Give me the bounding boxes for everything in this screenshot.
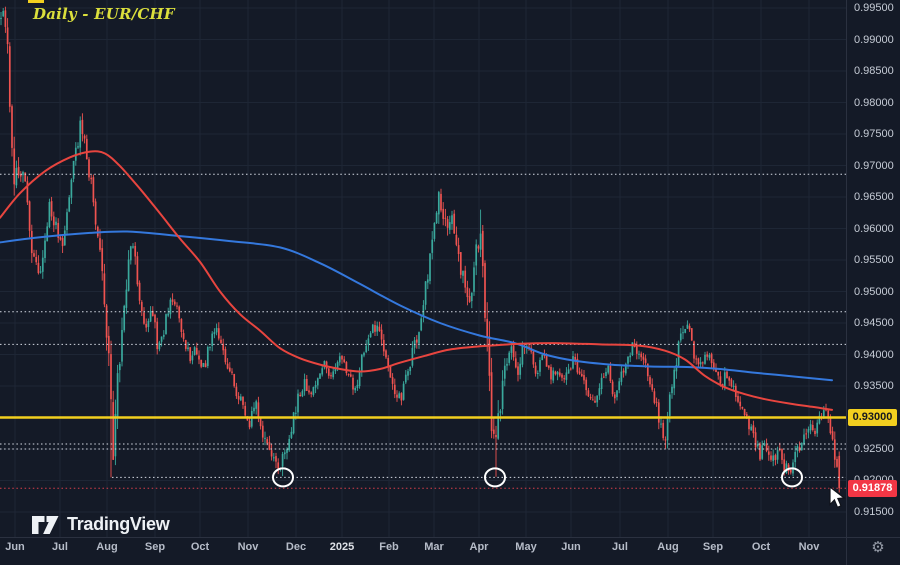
price-axis-label: 0.93500 (854, 380, 894, 392)
mouse-cursor (829, 485, 846, 509)
time-axis-label: Apr (469, 541, 489, 553)
time-axis-label: Oct (751, 541, 771, 553)
price-axis-label: 0.99500 (854, 2, 894, 14)
time-axis-label: Oct (190, 541, 210, 553)
tradingview-logo-text: TradingView (67, 514, 170, 534)
price-axis-label: 0.91500 (854, 506, 894, 518)
price-axis-label: 0.95500 (854, 254, 894, 266)
time-axis-label: Aug (96, 541, 118, 553)
grid-lines (0, 0, 846, 537)
price-axis-label: 0.95000 (854, 286, 894, 298)
fast-moving-average-line (0, 150, 833, 411)
low-annotation-circle (781, 467, 803, 488)
current-price-badge: 0.91878 (848, 480, 897, 497)
price-axis-label: 0.99000 (854, 34, 894, 46)
price-axis-label: 0.94000 (854, 349, 894, 361)
price-axis-label: 0.98000 (854, 97, 894, 109)
price-axis-label: 0.97000 (854, 160, 894, 172)
yellow-level-price-badge: 0.93000 (848, 409, 897, 426)
time-axis-label: Mar (424, 541, 444, 553)
clipped-drawing-fragment (28, 0, 44, 3)
price-axis-divider (846, 0, 847, 565)
time-axis-label: Sep (702, 541, 724, 553)
low-annotation-circles (272, 467, 803, 488)
time-axis-label: Sep (144, 541, 166, 553)
low-annotation-circle (484, 467, 506, 488)
time-axis-label: Feb (379, 541, 399, 553)
price-axis-label: 0.98500 (854, 65, 894, 77)
price-axis-label: 0.97500 (854, 128, 894, 140)
settings-gear-icon[interactable]: ⚙ (871, 539, 885, 556)
chart-title: Daily - EUR/CHF (33, 5, 175, 23)
support-level-lines (0, 173, 846, 478)
time-axis-label: Jul (52, 541, 68, 553)
time-axis-label: Nov (798, 541, 820, 553)
candlestick-series (0, 6, 841, 493)
time-axis-divider (0, 537, 900, 538)
time-axis-label: Aug (657, 541, 679, 553)
time-axis-label: Jun (561, 541, 581, 553)
price-axis-label: 0.94500 (854, 317, 894, 329)
price-axis-label: 0.92500 (854, 443, 894, 455)
tradingview-logo[interactable]: TradingView (32, 514, 170, 535)
price-axis-label: 0.96500 (854, 191, 894, 203)
slow-moving-average-line (0, 230, 833, 382)
time-axis-label: Dec (285, 541, 307, 553)
time-axis-label: May (515, 541, 537, 553)
time-axis-label: Nov (237, 541, 259, 553)
tradingview-logo-icon (32, 515, 59, 534)
price-axis-label: 0.96000 (854, 223, 894, 235)
time-axis-label: Jul (612, 541, 628, 553)
low-annotation-circle (272, 467, 294, 488)
time-axis-label: Jun (5, 541, 25, 553)
time-axis-label: 2025 (329, 541, 355, 553)
